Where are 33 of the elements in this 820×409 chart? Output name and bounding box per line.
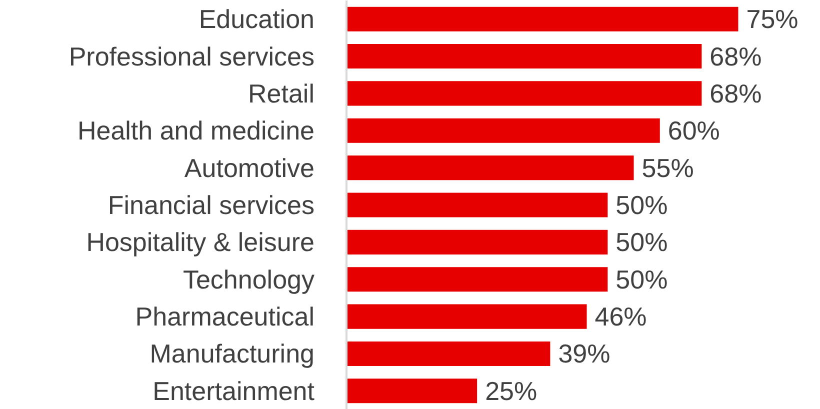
bar — [346, 378, 478, 404]
data-label: 46% — [594, 302, 647, 332]
y-tick-label: Health and medicine — [77, 116, 315, 146]
bar — [346, 6, 738, 32]
y-tick-label: Hospitality & leisure — [86, 227, 314, 258]
data-label: 50% — [616, 190, 668, 220]
bar — [346, 156, 634, 180]
bar — [346, 81, 702, 106]
bar — [346, 267, 608, 292]
data-label: 60% — [668, 116, 720, 146]
y-tick-label: Retail — [248, 78, 315, 108]
y-tick-label: Entertainment — [152, 376, 316, 406]
y-tick-label: Professional services — [68, 41, 314, 72]
bar — [346, 118, 660, 143]
y-tick-label: Technology — [182, 264, 315, 294]
data-label: 75% — [746, 4, 798, 34]
data-label: 68% — [710, 41, 762, 72]
y-tick-label: Manufacturing — [150, 338, 315, 369]
y-tick-label: Automotive — [184, 152, 315, 183]
bar — [346, 192, 608, 218]
bar — [346, 304, 587, 329]
data-label: 55% — [642, 152, 694, 183]
bar — [346, 341, 550, 366]
bar — [346, 44, 702, 69]
bar — [346, 230, 608, 254]
y-tick-label: Education — [198, 4, 315, 34]
data-label: 68% — [710, 78, 762, 108]
data-label: 50% — [616, 264, 668, 294]
data-label: 39% — [558, 338, 610, 369]
data-label: 50% — [616, 227, 668, 258]
data-label: 25% — [485, 376, 538, 406]
y-tick-label: Pharmaceutical — [135, 302, 315, 332]
y-tick-label: Financial services — [108, 190, 315, 220]
